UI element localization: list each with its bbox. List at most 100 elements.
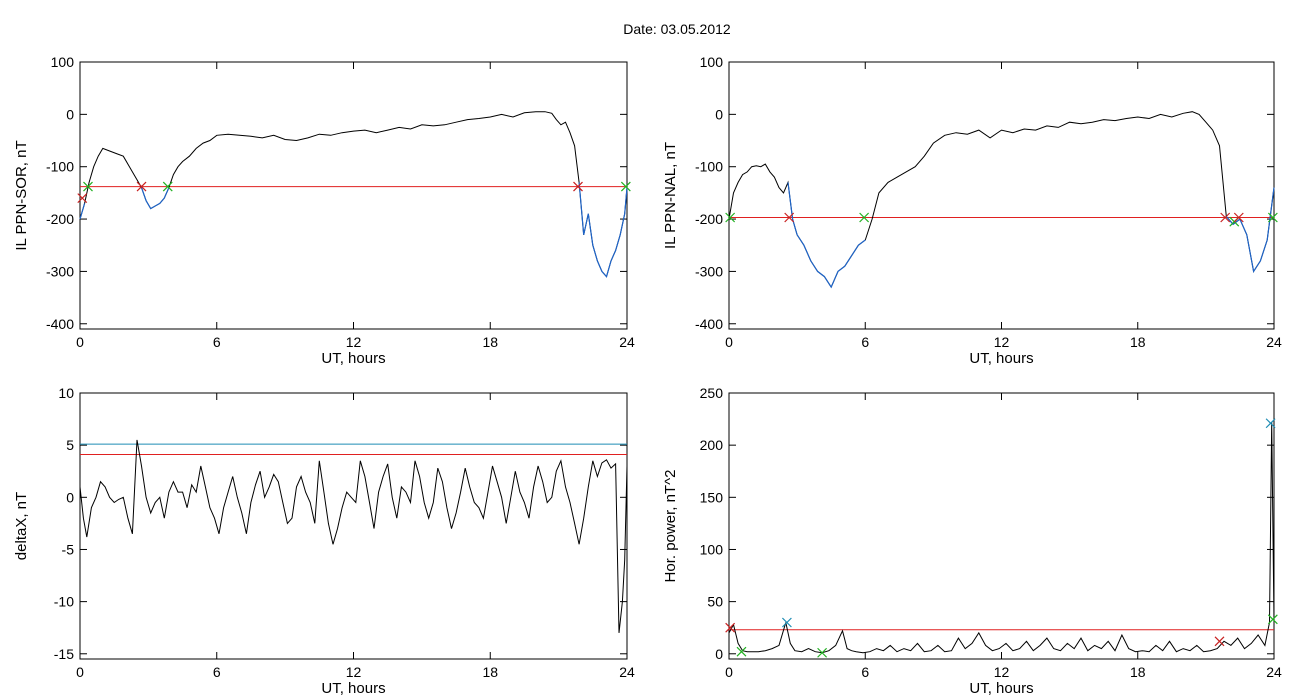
figure-title: Date: 03.05.2012 (623, 21, 731, 37)
cross-marker (736, 646, 747, 657)
cross-marker (83, 181, 93, 192)
x-tick-label: 24 (1266, 334, 1282, 350)
y-tick-label: 0 (715, 646, 723, 662)
cross-marker (573, 181, 583, 192)
cross-stroke (83, 181, 93, 192)
x-tick-label: 12 (346, 334, 362, 350)
y-tick-label: -100 (46, 159, 74, 175)
x-tick-label: 6 (213, 664, 221, 680)
cross-stroke (136, 181, 147, 192)
x-tick-label: 18 (482, 664, 498, 680)
data-line (728, 111, 1275, 289)
y-tick-label: -5 (62, 541, 75, 557)
cross-stroke (784, 212, 795, 223)
cross-stroke (1233, 212, 1244, 223)
cross-marker (784, 212, 795, 223)
y-tick-label: -100 (695, 159, 723, 175)
y-axis-label: Hor. power, nT^2 (662, 470, 679, 583)
cross-marker (162, 181, 173, 192)
cross-marker (1214, 636, 1225, 647)
cross-stroke (1220, 212, 1231, 223)
highlight-segment (1225, 187, 1275, 273)
panel-power: 0 6 12 18 24 0 50 100 150 200 250 UT, hours Hor. pow… (662, 385, 1282, 697)
x-axis-label: UT, hours (969, 350, 1033, 367)
x-axis-label: UT, hours (321, 680, 385, 697)
highlight-segment (787, 182, 866, 289)
x-tick-label: 12 (346, 664, 362, 680)
y-tick-label: 100 (51, 54, 75, 70)
cross-stroke (859, 212, 870, 223)
cross-stroke (77, 193, 88, 204)
cross-marker (1267, 614, 1278, 625)
cross-stroke (725, 212, 736, 223)
x-tick-label: 18 (1130, 334, 1146, 350)
cross-marker (77, 193, 88, 204)
cross-marker (1220, 212, 1231, 223)
cross-stroke (162, 181, 173, 192)
plot-frame (728, 392, 1275, 660)
data-line (728, 422, 1275, 654)
cross-marker (817, 647, 828, 658)
panel-deltax: 0 6 12 18 24 -15 -10 -5 0 5 10 UT, hours deltaX, nT (13, 385, 635, 697)
y-tick-label: 0 (66, 106, 74, 122)
cross-marker (859, 212, 870, 223)
x-axis-label: UT, hours (321, 350, 385, 367)
x-tick-label: 18 (1130, 664, 1146, 680)
cross-stroke (781, 617, 792, 628)
panel-sor: 0 6 12 18 24 -400 -300 -200 -100 0 100 UT, hours IL … (13, 54, 635, 367)
x-tick-label: 18 (482, 334, 498, 350)
cross-marker (1233, 212, 1244, 223)
cross-stroke (817, 647, 828, 658)
y-tick-label: -10 (54, 594, 74, 610)
x-tick-label: 6 (861, 334, 869, 350)
highlight-segment (79, 203, 86, 220)
panel-nal: 0 6 12 18 24 -400 -300 -200 -100 0 100 UT, hours IL … (662, 54, 1282, 367)
y-tick-label: 10 (58, 385, 74, 401)
y-tick-label: 150 (700, 489, 724, 505)
cross-stroke (1214, 636, 1225, 647)
y-tick-label: -400 (46, 316, 74, 332)
cross-marker (136, 181, 147, 192)
x-tick-label: 12 (994, 664, 1010, 680)
y-tick-label: 100 (700, 54, 724, 70)
data-line (79, 111, 628, 278)
cross-stroke (1267, 614, 1278, 625)
cross-stroke (725, 622, 736, 633)
x-tick-label: 0 (76, 664, 84, 680)
y-tick-label: 250 (700, 385, 724, 401)
y-tick-label: -15 (54, 646, 74, 662)
cross-marker (1267, 212, 1278, 223)
x-tick-label: 0 (76, 334, 84, 350)
x-axis-label: UT, hours (969, 680, 1033, 697)
cross-stroke (736, 646, 747, 657)
x-tick-label: 24 (619, 664, 635, 680)
y-tick-label: 0 (715, 106, 723, 122)
x-tick-label: 0 (725, 664, 733, 680)
highlight-segment (140, 187, 170, 210)
y-tick-label: -300 (46, 263, 74, 279)
cross-stroke (573, 181, 583, 192)
x-tick-label: 12 (994, 334, 1010, 350)
cross-marker (725, 212, 736, 223)
data-line (79, 439, 628, 633)
y-tick-label: -300 (695, 263, 723, 279)
y-tick-label: 100 (700, 541, 724, 557)
y-tick-label: 50 (707, 594, 723, 610)
x-tick-label: 6 (213, 334, 221, 350)
x-tick-label: 6 (861, 664, 869, 680)
cross-marker (1265, 418, 1276, 429)
cross-stroke (1265, 418, 1276, 429)
y-tick-label: 5 (66, 437, 74, 453)
cross-stroke (1267, 212, 1278, 223)
y-tick-label: 200 (700, 437, 724, 453)
y-tick-label: -400 (695, 316, 723, 332)
plot-frame (79, 61, 628, 330)
cross-marker (781, 617, 792, 628)
x-tick-label: 0 (725, 334, 733, 350)
y-axis-label: deltaX, nT (13, 492, 30, 560)
y-axis-label: IL PPN-SOR, nT (13, 140, 30, 250)
cross-marker (725, 622, 736, 633)
cross-marker (620, 181, 631, 192)
plot-frame (79, 392, 628, 660)
